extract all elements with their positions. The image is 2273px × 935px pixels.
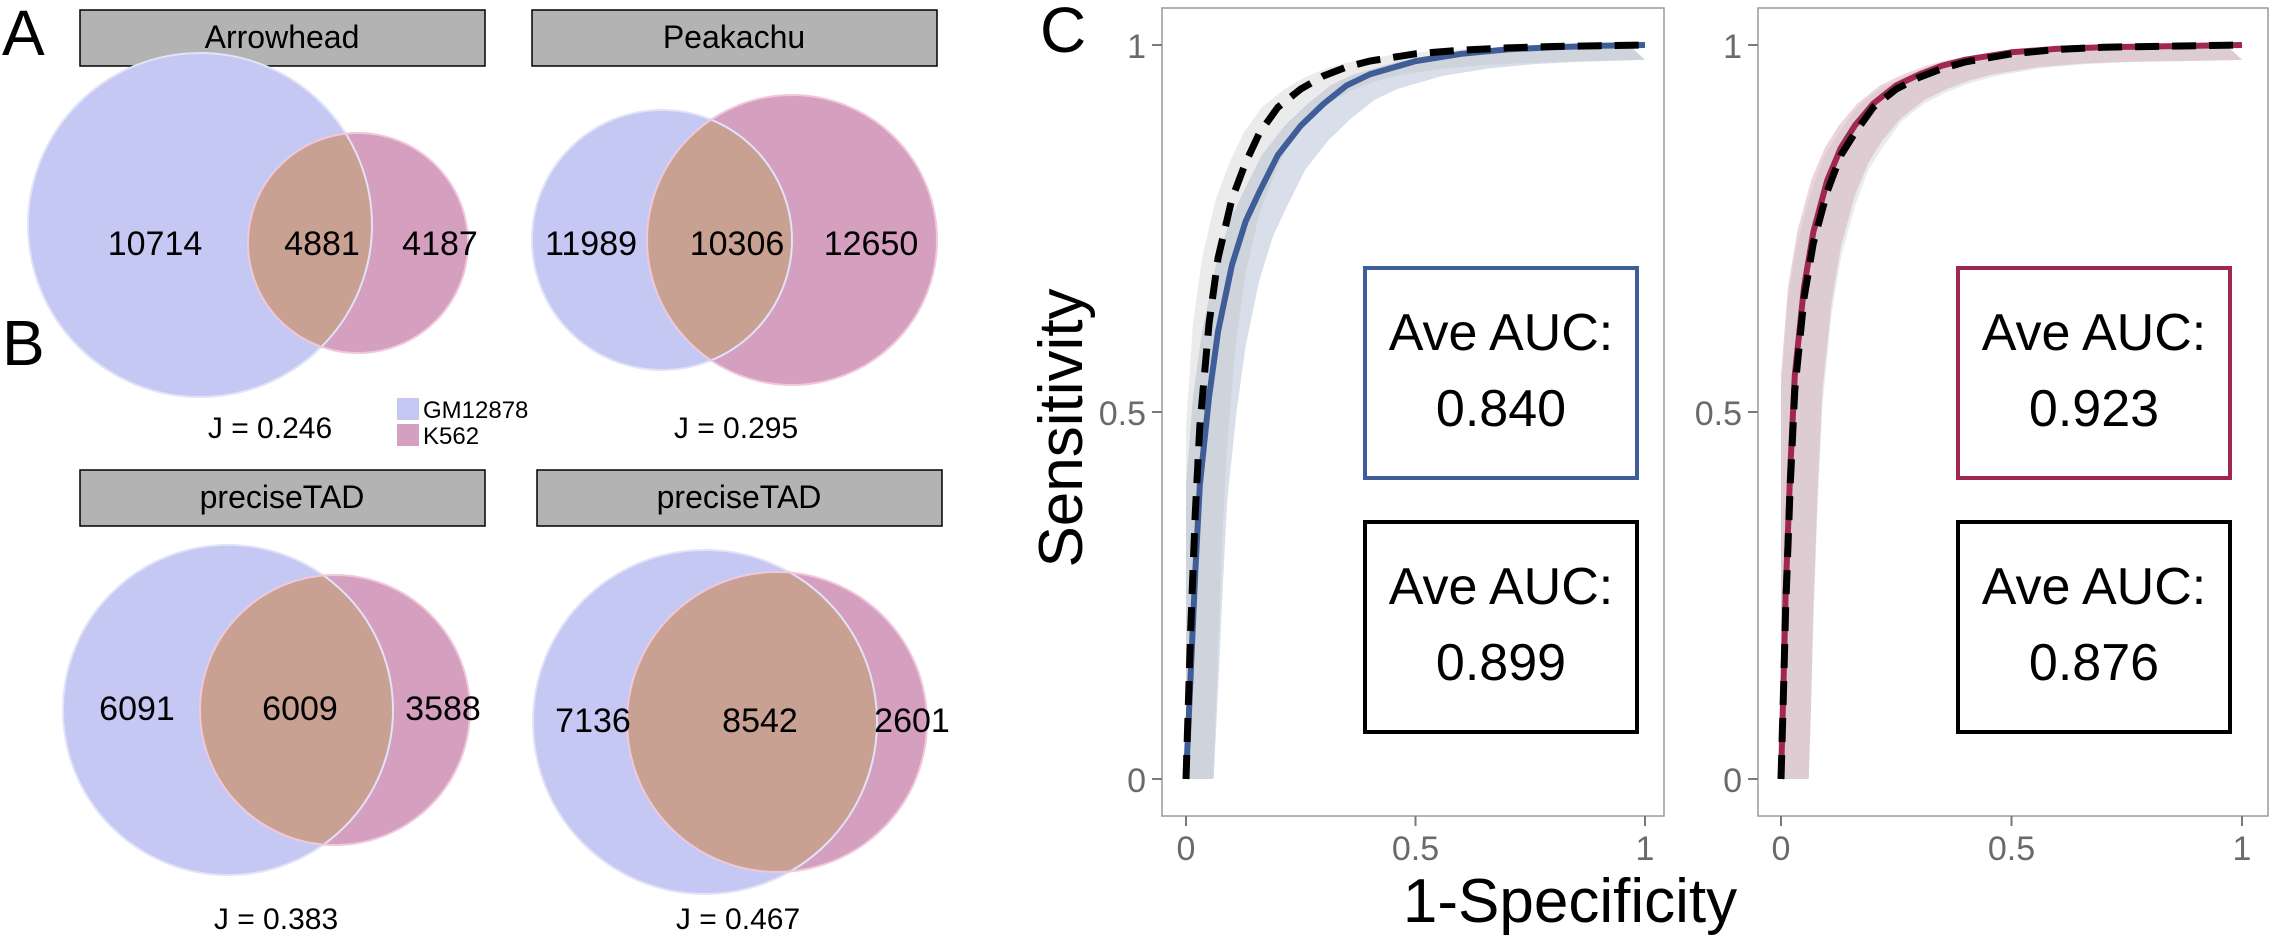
x-tick-label: 1 xyxy=(1636,830,1655,868)
auc-box xyxy=(1363,520,1639,734)
roc-plot-right: 0 0.5 1 0 0.5 1 Ave AUC: 0.923 Ave AUC: 0.876 xyxy=(1695,7,2269,868)
panel-label-b: B xyxy=(2,307,45,379)
count-overlap: 10306 xyxy=(690,225,785,263)
strip-background xyxy=(536,469,943,527)
auc-value: 0.876 xyxy=(2029,634,2159,692)
set-k562-outline xyxy=(646,94,938,386)
strip-background xyxy=(79,469,486,527)
panel-label-a: A xyxy=(2,0,45,69)
overlap-region xyxy=(647,110,792,370)
y-tick-label: 1 xyxy=(1723,28,1742,66)
y-tick-label: 0 xyxy=(1723,762,1742,800)
legend-label-k562: K562 xyxy=(423,423,479,450)
auc-label: Ave AUC: xyxy=(1389,558,1613,616)
count-only-k562: 4187 xyxy=(402,225,478,263)
count-overlap: 6009 xyxy=(262,690,338,728)
auc-label: Ave AUC: xyxy=(1982,304,2206,362)
panel-label-c: C xyxy=(1040,0,1086,66)
auc-value: 0.923 xyxy=(2029,380,2159,438)
auc-label: Ave AUC: xyxy=(1982,558,2206,616)
y-tick-label: 0.5 xyxy=(1695,395,1742,433)
legend-label-gm12878: GM12878 xyxy=(423,397,528,424)
strip-label: preciseTAD xyxy=(657,479,822,515)
set-k562-outline xyxy=(199,574,471,846)
auc-label: Ave AUC: xyxy=(1389,304,1613,362)
x-axis-title: 1-Specificity xyxy=(1403,867,1737,935)
x-tick-label: 0 xyxy=(1177,830,1196,868)
jaccard-index: J = 0.383 xyxy=(214,903,338,935)
y-axis-title: Sensitivity xyxy=(1027,288,1096,567)
count-only-gm12878: 7136 xyxy=(555,702,631,740)
y-tick-label: 1 xyxy=(1127,28,1146,66)
strip-background xyxy=(79,9,486,67)
auc-value: 0.840 xyxy=(1436,380,1566,438)
x-tick-label: 0 xyxy=(1772,830,1791,868)
set-gm12878-outline xyxy=(27,52,373,398)
auc-value: 0.899 xyxy=(1436,634,1566,692)
jaccard-index: J = 0.467 xyxy=(676,903,800,935)
count-overlap: 4881 xyxy=(284,225,360,263)
venn-peakachu: Peakachu 11989 10306 12650 J = 0.295 xyxy=(531,9,938,445)
count-only-k562: 12650 xyxy=(824,225,919,263)
strip-label: preciseTAD xyxy=(200,479,365,515)
set-gm12878-outline xyxy=(531,109,793,371)
venn-arrowhead: Arrowhead 10714 4881 4187 J = 0.246 xyxy=(27,9,486,445)
count-only-gm12878: 11989 xyxy=(545,225,637,263)
set-k562-outline xyxy=(626,571,928,873)
count-only-gm12878: 10714 xyxy=(108,225,203,263)
strip-label: Arrowhead xyxy=(205,19,360,55)
count-overlap: 8542 xyxy=(722,702,798,740)
set-k562-outline xyxy=(247,132,469,354)
x-tick-label: 0.5 xyxy=(1392,830,1439,868)
legend: GM12878 K562 xyxy=(397,397,528,450)
roc-line-dashed xyxy=(1777,41,2243,780)
roc-line-solid xyxy=(1183,42,1646,780)
x-tick-label: 1 xyxy=(2233,830,2252,868)
count-only-k562: 3588 xyxy=(405,690,481,728)
set-gm12878-outline xyxy=(532,549,878,895)
legend-swatch-k562 xyxy=(397,424,419,446)
set-gm12878-outline xyxy=(62,544,394,876)
venn-precisetad-left: preciseTAD 6091 6009 3588 J = 0.383 xyxy=(62,469,486,935)
roc-plot-left: 0 0.5 1 0 0.5 1 Ave AUC: 0.840 Ave AUC: 0.899 xyxy=(1099,7,1665,868)
overlap-region xyxy=(248,133,372,353)
jaccard-index: J = 0.295 xyxy=(674,412,798,445)
auc-box xyxy=(1363,266,1639,480)
jaccard-index: J = 0.246 xyxy=(208,412,332,445)
y-tick-label: 0.5 xyxy=(1099,395,1146,433)
count-only-gm12878: 6091 xyxy=(99,690,175,728)
count-only-k562: 2601 xyxy=(874,702,950,740)
venn-precisetad-right: preciseTAD 7136 8542 2601 J = 0.467 xyxy=(532,469,950,935)
overlap-region xyxy=(627,572,877,872)
auc-box xyxy=(1956,520,2232,734)
x-tick-label: 0.5 xyxy=(1988,830,2035,868)
strip-background xyxy=(531,9,938,67)
auc-box xyxy=(1956,266,2232,480)
overlap-region xyxy=(200,575,393,845)
strip-label: Peakachu xyxy=(663,19,805,55)
legend-swatch-gm12878 xyxy=(397,398,419,420)
y-tick-label: 0 xyxy=(1127,762,1146,800)
